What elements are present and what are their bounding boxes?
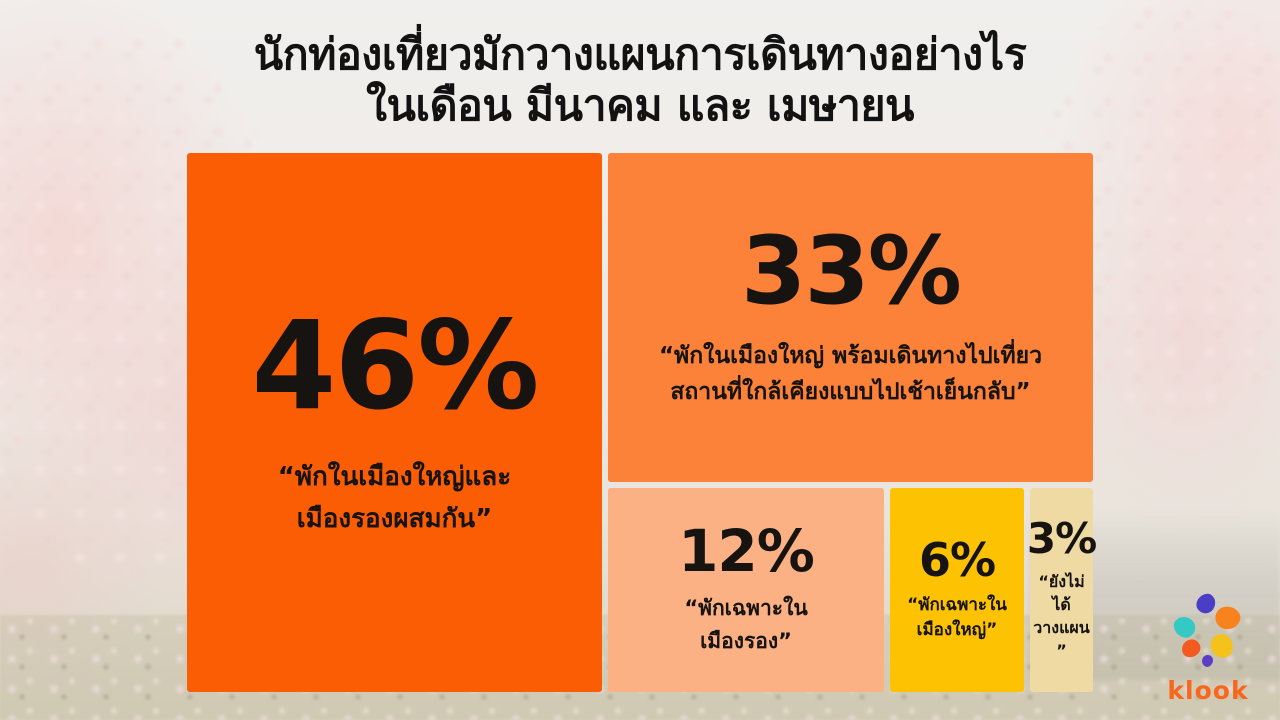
title-line-2: ในเดือน มีนาคม และ เมษายน [366,80,914,131]
quote-line: วางแผน [1033,618,1090,637]
logo-petal-teal [1170,613,1199,641]
quote-label-6: “พักเฉพาะใน เมืองใหญ่” [907,593,1007,644]
quote-line: สถานที่ใกล้เคียงแบบไปเช้าเย็นกลับ” [670,378,1031,405]
quote-label-46: “พักในเมืองใหญ่และ เมืองรองผสมกัน” [278,457,511,540]
klook-logo: klook [1156,590,1260,705]
value-label-46: 46% [251,294,539,437]
quote-line: เมืองรอง” [700,629,792,653]
value-label-6: 6% [918,532,996,587]
infographic-title: นักท่องเที่ยวมักวางแผนการเดินทางอย่างไร … [0,30,1280,131]
treemap-block-3: 3% “ยังไม่ได้ วางแผน ” [1026,488,1097,692]
quote-line: เมืองรองผสมกัน” [296,503,493,534]
quote-label-3: “ยังไม่ได้ วางแผน ” [1030,570,1093,663]
quote-line: “พักในเมืองใหญ่และ [277,461,512,492]
title-line-1: นักท่องเที่ยวมักวางแผนการเดินทางอย่างไร [253,30,1027,80]
quote-label-33: “พักในเมืองใหญ่ พร้อมเดินทางไปเที่ยว สถา… [659,339,1042,410]
quote-line: “ยังไม่ได้ [1038,571,1085,614]
logo-petal-indigo [1194,590,1218,616]
klook-wordmark: klook [1167,676,1249,705]
treemap-block-12: 12% “พักเฉพาะใน เมืองรอง” [608,488,884,692]
logo-petal-red [1178,635,1204,662]
quote-line: “พักเฉพาะใน [907,594,1007,615]
logo-petal-purple [1201,654,1214,668]
value-label-33: 33% [741,216,962,326]
treemap-chart: 46% “พักในเมืองใหญ่และ เมืองรองผสมกัน” 3… [187,153,1097,692]
quote-label-12: “พักเฉพาะใน เมืองรอง” [684,592,807,657]
treemap-block-33: 33% “พักในเมืองใหญ่ พร้อมเดินทางไปเที่ยว… [608,153,1093,482]
quote-line: “พักในเมืองใหญ่ พร้อมเดินทางไปเที่ยว [658,342,1043,369]
quote-line: “พักเฉพาะใน [684,596,808,621]
quote-line: ” [1056,641,1067,661]
value-label-12: 12% [678,517,815,586]
logo-petal-orange [1213,604,1243,632]
treemap-block-46: 46% “พักในเมืองใหญ่และ เมืองรองผสมกัน” [187,153,602,692]
treemap-block-6: 6% “พักเฉพาะใน เมืองใหญ่” [890,488,1024,692]
klook-flower-icon [1170,590,1243,668]
quote-line: เมืองใหญ่” [916,620,998,640]
value-label-3: 3% [1026,513,1097,563]
